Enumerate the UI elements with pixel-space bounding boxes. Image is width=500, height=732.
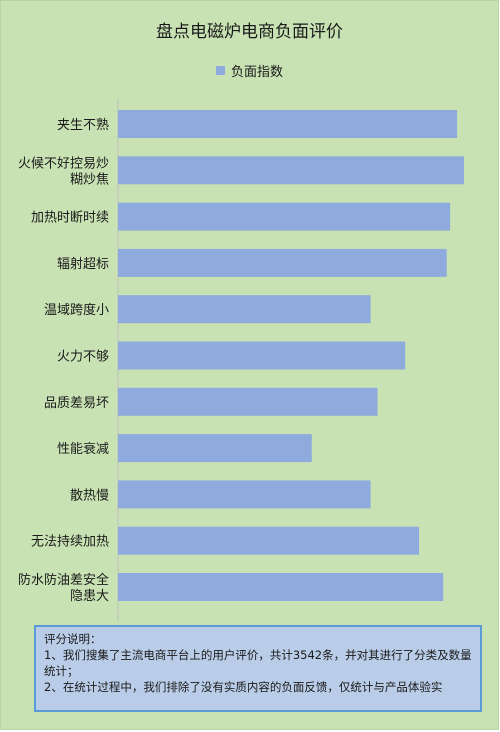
category-label: 火力不够 <box>57 350 109 365</box>
category-label: 辐射超标 <box>57 256 109 272</box>
bar <box>118 202 451 231</box>
bar <box>118 480 371 509</box>
bar <box>118 526 420 555</box>
legend: 负面指数 <box>1 61 498 80</box>
bar <box>118 573 444 601</box>
legend-swatch <box>215 66 225 75</box>
category-label: 隐患大 <box>70 589 109 604</box>
legend-label: 负面指数 <box>230 65 283 80</box>
bar <box>118 156 464 185</box>
category-label: 防水防油差安全 <box>18 572 109 588</box>
category-label: 糊炒焦 <box>70 171 109 187</box>
category-label: 夹生不熟 <box>57 117 109 133</box>
category-label: 无法持续加热 <box>31 535 109 550</box>
bar <box>118 387 378 416</box>
chart-title: 盘点电磁炉电商负面评价 <box>156 22 343 42</box>
bar <box>118 341 406 370</box>
bar <box>118 434 312 463</box>
category-label: 火候不好控易炒 <box>18 156 109 171</box>
category-label: 散热慢 <box>70 487 109 503</box>
category-label: 品质差易坏 <box>44 396 109 411</box>
bar <box>118 110 458 138</box>
category-label: 温域跨度小 <box>44 302 109 318</box>
bar <box>118 248 447 277</box>
category-label: 性能衰减 <box>57 441 109 457</box>
category-label: 加热时断时续 <box>31 211 109 226</box>
notes-line-1: 1、我们搜集了主流电商平台上的用户评价，共计3542条，并对其进行了分类及数量统… <box>44 648 472 678</box>
bar <box>118 295 371 324</box>
notes-line-2: 2、在统计过程中，我们排除了没有实质内容的负面反馈，仅统计与产品体验实 <box>44 680 443 694</box>
notes-box: 评分说明： 1、我们搜集了主流电商平台上的用户评价，共计3542条，并对其进行了… <box>34 625 482 712</box>
notes-heading: 评分说明： <box>44 632 102 646</box>
